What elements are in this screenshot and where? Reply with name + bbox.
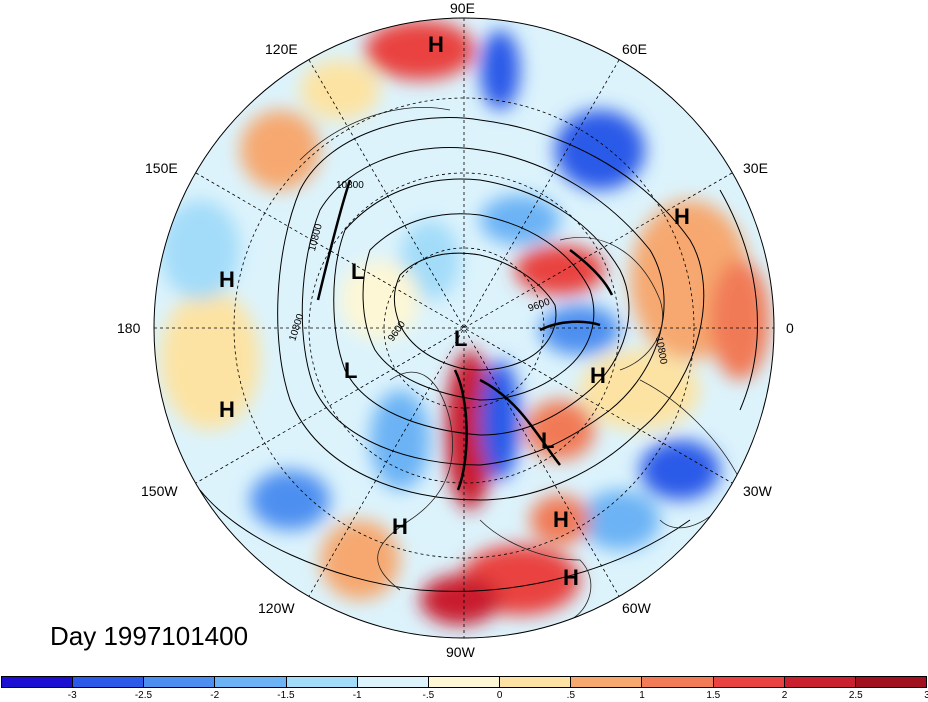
colorbar-segment xyxy=(713,677,785,687)
lon-label-30e: 30E xyxy=(743,160,768,176)
day-label: Day 1997101400 xyxy=(50,621,249,651)
colorbar-segment xyxy=(428,677,501,687)
high-pressure-center: H xyxy=(563,565,579,590)
low-pressure-center: L xyxy=(454,326,468,351)
high-pressure-center: H xyxy=(553,507,569,532)
colorbar-segment xyxy=(73,677,145,687)
lon-label-120w: 120W xyxy=(258,600,295,616)
colorbar-tick-label: -3 xyxy=(67,690,77,701)
colorbar-segment xyxy=(571,677,643,687)
colorbar-segment xyxy=(642,677,714,687)
colorbar-segment xyxy=(855,677,927,687)
colorbar-tick-label: -1 xyxy=(352,690,362,701)
colorbar-tick-label: .5 xyxy=(566,690,576,701)
lon-label-60w: 60W xyxy=(622,600,651,616)
colorbar-tick-label: -.5 xyxy=(422,690,435,701)
lon-label-60e: 60E xyxy=(622,41,647,57)
colorbar-segment xyxy=(357,677,429,687)
low-pressure-center: L xyxy=(351,259,365,284)
high-pressure-center: H xyxy=(428,32,444,57)
low-pressure-center: L xyxy=(344,358,358,383)
lon-label-150e: 150E xyxy=(145,160,178,176)
lon-label-30w: 30W xyxy=(743,483,772,499)
high-pressure-center: H xyxy=(392,514,408,539)
high-pressure-center: H xyxy=(219,397,235,422)
colorbar-segment xyxy=(784,677,856,687)
colorbar-tick-label: 2.5 xyxy=(848,690,863,701)
colorbar-tick-label: -2.5 xyxy=(134,690,153,701)
colorbar-tick-label: 3 xyxy=(924,690,928,701)
high-pressure-center: H xyxy=(590,363,606,388)
colorbar-segment xyxy=(144,677,216,687)
colorbar xyxy=(1,676,927,688)
colorbar-tick-label: 0 xyxy=(496,690,503,701)
colorbar-tick-label: 1.5 xyxy=(706,690,721,701)
lon-label-180: 180 xyxy=(117,320,141,336)
low-pressure-center: L xyxy=(541,428,555,453)
colorbar-tick-label: 1 xyxy=(639,690,645,701)
lon-label-90w: 90W xyxy=(446,644,475,660)
polar-map xyxy=(153,17,775,639)
lon-label-0: 0 xyxy=(786,320,794,336)
contour-label: 10800 xyxy=(336,180,364,191)
colorbar-tick-label: -1.5 xyxy=(277,690,295,701)
lon-label-120e: 120E xyxy=(265,41,298,57)
colorbar-segment xyxy=(215,677,287,687)
high-pressure-center: H xyxy=(674,204,690,229)
colorbar-segment xyxy=(286,677,358,687)
colorbar-segment xyxy=(2,677,74,687)
colorbar-segment xyxy=(500,677,572,687)
colorbar-tick-label: -2 xyxy=(210,690,220,701)
lon-label-90e: 90E xyxy=(450,0,475,16)
high-pressure-center: H xyxy=(219,267,235,292)
colorbar-tick-label: 2 xyxy=(781,690,788,701)
lon-label-150w: 150W xyxy=(141,483,178,499)
